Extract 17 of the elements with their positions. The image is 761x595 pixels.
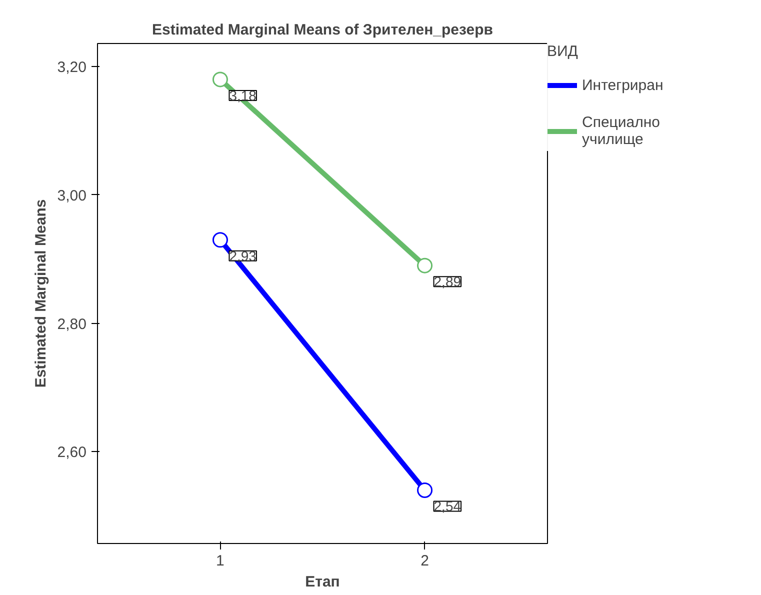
y-axis-title: Estimated Marginal Means [32, 199, 50, 388]
chart-title: Estimated Marginal Means of Зрителен_резерв [152, 22, 493, 38]
point [417, 482, 433, 498]
data-label: 2,93 [229, 248, 257, 264]
y-tick-label: 2,80 [57, 316, 87, 333]
y-tick-label: 3,00 [57, 187, 87, 204]
point [212, 232, 228, 248]
y-tick-label: 3,20 [57, 59, 87, 76]
legend-label: Специално училище [582, 113, 660, 150]
legend-label: Интегриран [582, 76, 664, 96]
point [212, 72, 228, 88]
x-tick-label: 1 [216, 552, 224, 570]
y-tick-label: 2,60 [57, 444, 87, 462]
x-tick-label: 2 [420, 552, 429, 570]
x-axis-title: Етап [305, 574, 340, 590]
point [417, 258, 433, 274]
legend-title: ВИД [547, 43, 579, 60]
